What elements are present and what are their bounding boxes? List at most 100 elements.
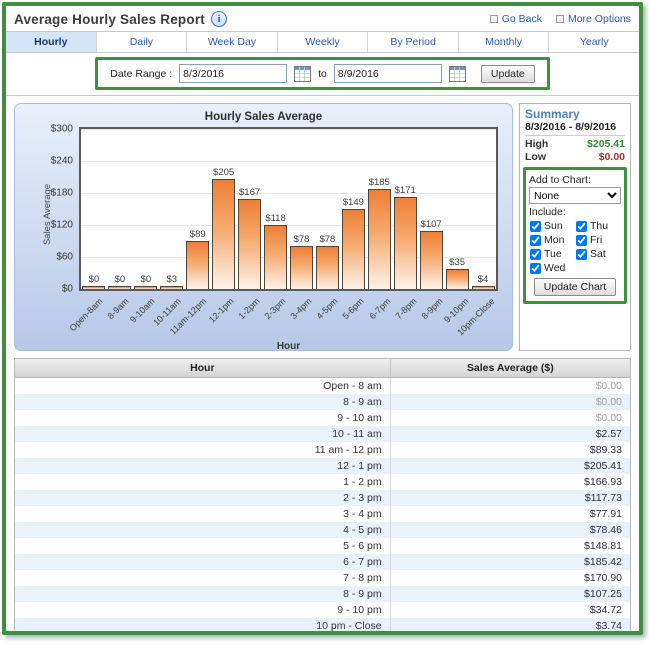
bar-value-label: $89 [189,229,206,240]
day-option-wed: Wed [529,261,575,275]
date-from-input[interactable] [179,64,288,83]
day-option-mon: Mon [529,233,575,247]
table-row: 10 - 11 am $2.57 [15,426,630,442]
x-tick-label: 7-8pm [393,296,419,322]
tab-daily[interactable]: Daily [96,32,188,52]
x-tick-slot: 4-5pm [315,293,341,343]
x-tick-slot: 12-1pm [206,293,236,343]
day-label: Tue [544,248,562,260]
plot-area: Sales Average $300 $240 $180 $120 $60 $0 $0 $0… [42,124,498,352]
sales-average-cell: $2.57 [595,428,622,440]
add-to-chart-select[interactable]: None [529,187,621,204]
hour-cell: 2 - 3 pm [15,490,391,506]
update-button[interactable]: Update [480,64,535,83]
table-row: 4 - 5 pm $78.46 [15,522,630,538]
day-label: Sat [590,248,606,260]
bar-slot: $89 [185,129,211,289]
checkbox-mon[interactable] [530,234,541,246]
bar-slot: $185 [366,129,392,289]
bar-slot: $0 [81,129,107,289]
checkbox-tue[interactable] [530,248,541,260]
chart-title: Hourly Sales Average [204,111,323,123]
bar [341,209,365,289]
hour-cell: 5 - 6 pm [15,538,391,554]
sales-average-cell: $0.00 [595,380,622,392]
calendar-icon[interactable] [448,65,466,82]
update-chart-button[interactable]: Update Chart [533,278,617,296]
table-row: 9 - 10 pm $34.72 [15,602,630,618]
y-tick-label: $240 [50,155,73,167]
tab-yearly[interactable]: Yearly [549,32,639,52]
bar-slot: $78 [314,129,340,289]
table-row: 9 - 10 am $0.00 [15,410,630,426]
bar-value-label: $0 [140,274,152,285]
bar [419,231,443,289]
sales-average-cell: $170.90 [584,572,622,584]
sales-average-cell: $3.74 [595,620,622,632]
hour-cell: 3 - 4 pm [15,506,391,522]
bar-slot: $35 [444,129,470,289]
hour-cell: 8 - 9 am [15,394,391,410]
table-row: 3 - 4 pm $77.91 [15,506,630,522]
square-bullet-icon [555,15,564,23]
calendar-icon[interactable] [294,65,312,82]
checkbox-thu[interactable] [576,220,587,232]
table-header-row: Hour Sales Average ($) [15,359,630,378]
bar-value-label: $118 [265,213,286,224]
y-tick-label: $120 [50,219,73,231]
x-tick-slot: Open-8am [67,293,105,343]
x-tick-slot: 6-7pm [367,293,393,343]
day-option-thu: Thu [575,219,621,233]
bar-value-label: $167 [239,187,261,198]
checkbox-fri[interactable] [576,234,587,246]
bar [315,246,339,289]
tab-week-day[interactable]: Week Day [187,32,278,52]
tab-weekly[interactable]: Weekly [277,32,369,52]
checkbox-sun[interactable] [530,220,541,232]
checkbox-wed[interactable] [530,262,541,274]
bar-slot: $0 [107,129,133,289]
more-options-link[interactable]: More Options [555,13,631,25]
day-label: Fri [590,234,603,246]
main-area: Hourly Sales Average Sales Average $300 $… [6,96,639,357]
bar [108,286,132,289]
bar-slot: $4 [470,129,496,289]
bar [445,269,469,289]
x-tick-label: 3-4pm [288,296,314,322]
summary-date-range: 8/3/2016 - 8/9/2016 [525,121,625,136]
x-tick-slot: 11am-12pm [168,293,210,343]
checkbox-sat[interactable] [576,248,587,260]
info-icon[interactable]: i [210,11,227,27]
bar [212,179,236,289]
sales-average-cell: $34.72 [589,604,622,616]
bar-value-label: $107 [420,219,442,230]
day-label: Thu [590,220,609,232]
bar-value-label: $185 [368,177,390,188]
x-tick-label: 2-3pm [262,296,288,322]
square-bullet-icon [489,15,498,23]
tab-by-period[interactable]: By Period [368,32,459,52]
x-tick-slot: 5-6pm [341,293,367,343]
day-label: Wed [544,262,566,274]
hour-cell: 9 - 10 pm [15,602,391,618]
bar [289,246,313,289]
table-row: 5 - 6 pm $148.81 [15,538,630,554]
x-axis-labels: Open-8am 8-9am 9-10am 10-11am 11am-12pm 12-1p… [67,293,498,343]
bar [264,225,288,289]
bar-slot: $205 [211,129,237,289]
page-title: Average Hourly Sales Report [14,11,205,27]
summary-low-row: Low $0.00 [525,151,625,164]
tab-monthly[interactable]: Monthly [458,32,550,52]
sales-average-cell: $0.00 [595,412,622,424]
bar-value-label: $0 [114,274,126,285]
go-back-link[interactable]: Go Back [489,13,542,25]
day-label: Sun [544,220,563,232]
day-label: Mon [544,234,565,246]
bar-value-label: $205 [213,167,235,178]
tab-hourly[interactable]: Hourly [6,32,97,52]
x-tick-label: 12-1pm [206,296,236,325]
date-to-input[interactable] [333,64,442,83]
bar [186,241,210,289]
bar [160,286,184,289]
y-tick-label: $60 [56,251,73,263]
